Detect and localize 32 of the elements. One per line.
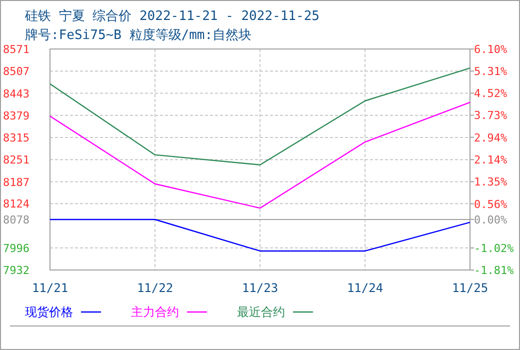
y2-tick-label: 0.56% bbox=[474, 198, 508, 211]
y2-tick-label: 6.10% bbox=[474, 43, 508, 56]
y-tick-label: 8571 bbox=[3, 43, 30, 56]
y2-tick-label: -1.02% bbox=[474, 242, 514, 255]
y-tick-label: 8443 bbox=[3, 87, 30, 100]
y2-tick-label: 2.94% bbox=[474, 131, 508, 144]
y2-tick-label: -1.81% bbox=[474, 264, 514, 277]
legend-label: 现货价格 bbox=[25, 305, 73, 319]
y-tick-label: 8507 bbox=[3, 65, 30, 78]
x-tick-label: 11/25 bbox=[452, 281, 488, 295]
y-tick-label: 7932 bbox=[3, 264, 30, 277]
x-tick-label: 11/23 bbox=[242, 281, 278, 295]
x-tick-label: 11/21 bbox=[32, 281, 68, 295]
y2-tick-label: 4.52% bbox=[474, 87, 508, 100]
x-tick-label: 11/24 bbox=[346, 281, 384, 295]
chart-subtitle: 牌号:FeSi75~B 粒度等级/mm:自然块 bbox=[25, 27, 252, 43]
legend-label: 主力合约 bbox=[131, 305, 179, 319]
y-tick-label: 8251 bbox=[3, 154, 30, 167]
y-tick-label: 8078 bbox=[3, 214, 30, 227]
chart-title: 硅铁 宁夏 综合价 2022-11-21 - 2022-11-25 bbox=[24, 8, 320, 24]
legend-label: 最近合约 bbox=[237, 305, 285, 319]
y-tick-label: 8379 bbox=[3, 109, 30, 122]
y2-tick-label: 3.73% bbox=[474, 109, 508, 122]
y-tick-label: 8124 bbox=[3, 198, 30, 211]
y-tick-label: 8315 bbox=[3, 132, 30, 145]
y2-tick-label: 1.35% bbox=[474, 176, 508, 189]
y2-tick-label: 0.00% bbox=[474, 213, 508, 226]
y2-tick-label: 5.31% bbox=[474, 65, 508, 78]
x-tick-label: 11/22 bbox=[136, 281, 174, 295]
y-tick-label: 8187 bbox=[3, 176, 30, 189]
y2-tick-label: 2.14% bbox=[474, 154, 508, 167]
y-tick-label: 7996 bbox=[3, 242, 30, 255]
